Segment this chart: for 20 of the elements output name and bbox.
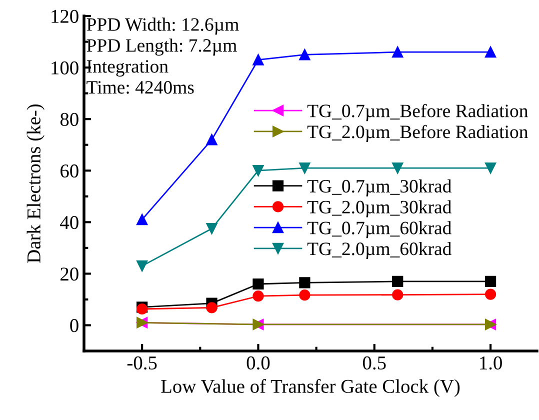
y-axis-title: Dark Electrons (ke-) (26, 104, 44, 263)
x-tick-label: -0.5 (127, 356, 157, 370)
y-tick-label: 40 (60, 216, 78, 230)
legend-label: TG_2.0µm_30krad (307, 200, 452, 218)
x-tick-label: 0.5 (362, 356, 386, 370)
y-tick-label: 60 (60, 164, 78, 178)
annotation: PPD Width: 12.6µm PPD Length: 7.2µm Integration Time: 4240ms (86, 18, 239, 94)
y-tick-label: 80 (60, 112, 78, 126)
x-tick-label: 1.0 (480, 356, 502, 370)
y-tick-label: 120 (52, 10, 78, 23)
legend-label: TG_2.0µm_Before Radiation (307, 124, 528, 142)
x-axis-title: Low Value of Transfer Gate Clock (V) (161, 379, 460, 397)
legend-label: TG_0.7µm_60krad (307, 221, 452, 238)
y-tick-label: 20 (60, 268, 78, 281)
y-tick-label: 0 (70, 319, 78, 332)
legend-label: TG_2.0µm_60krad (307, 242, 452, 259)
x-tick-label: 0.0 (246, 356, 270, 370)
legend-label: TG_0.7µm_30krad (307, 179, 452, 196)
legend-label: TG_0.7µm_Before Radiation (307, 104, 528, 122)
y-tick-label: 100 (52, 61, 78, 74)
